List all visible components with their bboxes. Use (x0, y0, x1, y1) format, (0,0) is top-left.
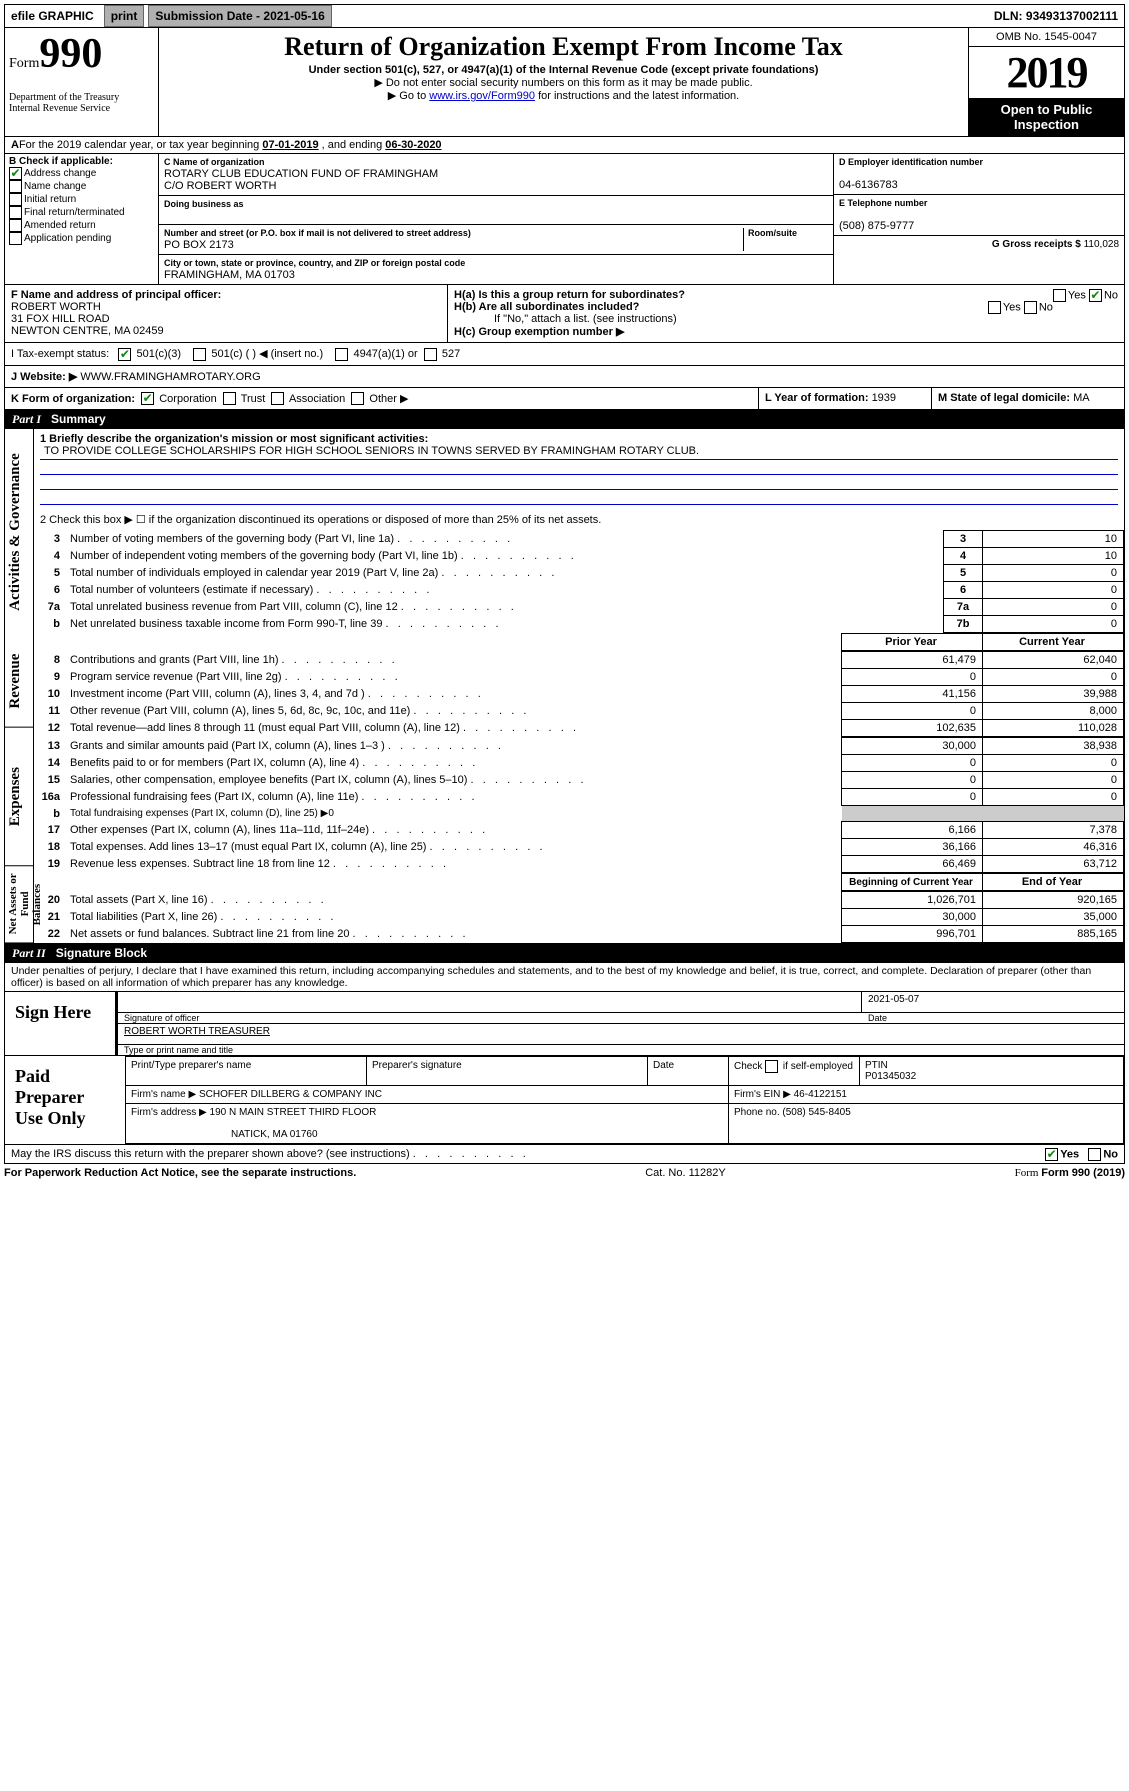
self-employed-checkbox[interactable] (765, 1060, 778, 1073)
form-header: Form990 Department of the Treasury Inter… (4, 28, 1125, 137)
entity-info: B Check if applicable: Address change Na… (4, 154, 1125, 285)
website-row: J Website: ▶ WWW.FRAMINGHAMROTARY.ORG (4, 366, 1125, 388)
rev-table: 8Contributions and grants (Part VIII, li… (34, 651, 1124, 737)
line2: 2 Check this box ▶ ☐ if the organization… (34, 509, 1124, 530)
initial-return-checkbox[interactable] (9, 193, 22, 206)
submission-date-button[interactable]: Submission Date - 2021-05-16 (148, 5, 331, 27)
sign-date: 2021-05-07 (861, 992, 1124, 1013)
print-button[interactable]: print (104, 5, 145, 27)
501c-checkbox[interactable] (193, 348, 206, 361)
paid-preparer-label: Paid Preparer Use Only (5, 1056, 125, 1144)
501c3-checkbox[interactable] (118, 348, 131, 361)
527-checkbox[interactable] (424, 348, 437, 361)
officer-group-row: F Name and address of principal officer:… (4, 285, 1125, 343)
other-checkbox[interactable] (351, 392, 364, 405)
gov-table: 3Number of voting members of the governi… (34, 530, 1124, 633)
year-box: OMB No. 1545-0047 2019 Open to Public In… (969, 28, 1124, 136)
form-number-box: Form990 Department of the Treasury Inter… (5, 28, 159, 136)
box-d-e-g: D Employer identification number 04-6136… (833, 154, 1124, 284)
final-return-checkbox[interactable] (9, 206, 22, 219)
sign-here-block: Sign Here 2021-05-07 Signature of office… (4, 992, 1125, 1056)
trust-checkbox[interactable] (223, 392, 236, 405)
exp-table: 13Grants and similar amounts paid (Part … (34, 737, 1124, 873)
part1-header: Part I Summary (4, 410, 1125, 429)
tax-exempt-row: I Tax-exempt status: 501(c)(3) 501(c) ( … (4, 343, 1125, 366)
k-l-m-row: K Form of organization: Corporation Trus… (4, 388, 1125, 411)
box-c: C Name of organization ROTARY CLUB EDUCA… (159, 154, 833, 284)
discuss-yes[interactable] (1045, 1148, 1058, 1161)
ha-no[interactable] (1089, 289, 1102, 302)
form-title: Return of Organization Exempt From Incom… (163, 32, 964, 62)
exp-label: Expenses (5, 728, 33, 866)
top-toolbar: efile GRAPHIC print Submission Date - 20… (4, 4, 1125, 28)
page-footer: For Paperwork Reduction Act Notice, see … (4, 1164, 1125, 1182)
rev-label: Revenue (5, 635, 33, 728)
rev-header: Prior Year Current Year (34, 633, 1124, 651)
paid-preparer-block: Paid Preparer Use Only Print/Type prepar… (4, 1056, 1125, 1145)
mission-text: TO PROVIDE COLLEGE SCHOLARSHIPS FOR HIGH… (40, 445, 1118, 460)
name-change-checkbox[interactable] (9, 180, 22, 193)
4947-checkbox[interactable] (335, 348, 348, 361)
discuss-row: May the IRS discuss this return with the… (4, 1145, 1125, 1164)
ha-yes[interactable] (1053, 289, 1066, 302)
title-block: Return of Organization Exempt From Incom… (159, 28, 969, 136)
box-b: B Check if applicable: Address change Na… (5, 154, 159, 284)
tax-period: AFor the 2019 calendar year, or tax year… (4, 137, 1125, 154)
sign-here-label: Sign Here (5, 992, 115, 1055)
discuss-no[interactable] (1088, 1148, 1101, 1161)
summary-section: Activities & Governance Revenue Expenses… (4, 429, 1125, 944)
part2-header: Part II Signature Block (4, 944, 1125, 963)
net-label: Net Assets or Fund Balances (5, 866, 33, 943)
irs-link[interactable]: www.irs.gov/Form990 (429, 90, 535, 102)
hb-yes[interactable] (988, 301, 1001, 314)
hb-no[interactable] (1024, 301, 1037, 314)
net-table: 20Total assets (Part X, line 16)1,026,70… (34, 891, 1124, 943)
amended-return-checkbox[interactable] (9, 219, 22, 232)
line1-label: 1 Briefly describe the organization's mi… (40, 433, 428, 445)
assoc-checkbox[interactable] (271, 392, 284, 405)
perjury-text: Under penalties of perjury, I declare th… (4, 963, 1125, 992)
app-pending-checkbox[interactable] (9, 232, 22, 245)
addr-change-checkbox[interactable] (9, 167, 22, 180)
officer-name: ROBERT WORTH TREASURER (124, 1026, 270, 1037)
corp-checkbox[interactable] (141, 392, 154, 405)
gov-label: Activities & Governance (5, 429, 33, 635)
dln-label: DLN: 93493137002111 (988, 6, 1124, 26)
net-header: Beginning of Current Year End of Year (34, 873, 1124, 891)
efile-label: efile GRAPHIC (5, 6, 100, 26)
